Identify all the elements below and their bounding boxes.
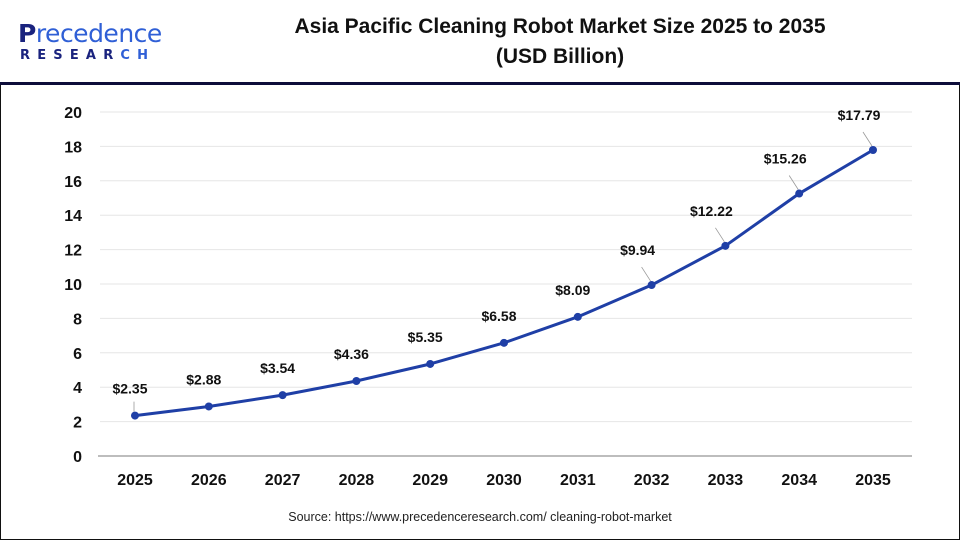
- data-point: [721, 241, 730, 250]
- data-point: [573, 312, 582, 321]
- logo-wordmark: Precedence: [18, 20, 162, 48]
- header-divider: [0, 82, 960, 85]
- x-tick-label: 2032: [634, 472, 670, 489]
- data-label: $5.35: [408, 329, 443, 345]
- y-tick-label: 20: [64, 105, 82, 122]
- data-markers: [131, 146, 877, 420]
- data-label: $6.58: [481, 308, 516, 324]
- y-tick-label: 2: [73, 415, 82, 432]
- data-point: [131, 411, 139, 420]
- x-tick-label: 2034: [781, 472, 817, 489]
- chart-title-line1: Asia Pacific Cleaning Robot Market Size …: [294, 15, 826, 38]
- logo-subtitle: RESEARCH: [20, 48, 155, 64]
- data-point: [500, 338, 508, 347]
- source-note: Source: https://www.precedenceresearch.c…: [288, 510, 672, 524]
- y-tick-label: 8: [73, 311, 82, 328]
- y-tick-label: 16: [64, 174, 82, 191]
- x-tick-label: 2025: [117, 472, 153, 489]
- x-tick-label: 2029: [412, 472, 448, 489]
- y-tick-label: 0: [73, 449, 82, 466]
- x-tick-label: 2028: [339, 472, 375, 489]
- y-tick-label: 10: [64, 277, 82, 294]
- data-label: $9.94: [620, 242, 655, 258]
- y-tick-label: 14: [64, 208, 82, 225]
- data-point: [426, 359, 435, 368]
- data-point: [869, 146, 877, 155]
- chart-title-line2: (USD Billion): [495, 45, 625, 68]
- data-label: $15.26: [764, 151, 807, 167]
- data-label: $17.79: [838, 107, 881, 123]
- x-axis-ticks: 2025 2026 2027 2028 2029 2030 2031 2032 2033 2034…: [117, 472, 891, 489]
- x-tick-label: 2035: [855, 472, 891, 489]
- series-line: [134, 148, 874, 418]
- gridlines: [100, 111, 912, 423]
- x-tick-label: 2030: [486, 472, 522, 489]
- logo-wordmark-rest: recedence: [35, 19, 162, 48]
- data-point: [647, 281, 656, 290]
- leader-line: [788, 175, 799, 190]
- x-tick-label: 2031: [560, 472, 596, 489]
- data-point: [352, 377, 361, 386]
- data-point: [204, 402, 213, 411]
- data-point: [795, 189, 804, 198]
- data-labels: $2.35 $2.88 $3.54 $4.36 $5.35 $6.58 $8.09 $9.94…: [112, 107, 880, 397]
- precedence-research-logo: Precedence RESEARCH: [18, 20, 168, 65]
- data-label: $12.22: [690, 203, 733, 219]
- y-axis-ticks: 0 2 4 6 8 10 12 14 16 18 20: [64, 105, 82, 466]
- x-tick-label: 2027: [265, 472, 301, 489]
- logo-subtitle-dark: RESEAR: [20, 48, 121, 63]
- chart-title: Asia Pacific Cleaning Robot Market Size …: [230, 12, 890, 72]
- x-tick-label: 2033: [708, 472, 744, 489]
- logo-subtitle-blue: CH: [120, 48, 156, 63]
- data-label: $4.36: [334, 346, 369, 362]
- y-tick-label: 18: [64, 139, 82, 156]
- leader-line: [641, 266, 651, 282]
- header: Precedence RESEARCH Asia Pacific Cleanin…: [0, 0, 960, 82]
- data-label: $8.09: [555, 282, 590, 298]
- x-tick-label: 2026: [191, 472, 227, 489]
- y-tick-label: 4: [73, 380, 82, 397]
- y-tick-label: 6: [73, 346, 82, 363]
- data-label: $2.35: [112, 381, 147, 397]
- y-tick-label: 12: [64, 243, 82, 260]
- logo-p-glyph: P: [18, 19, 36, 48]
- data-label: $2.88: [186, 371, 221, 387]
- data-label: $3.54: [260, 360, 295, 376]
- leader-line: [715, 227, 725, 243]
- label-leader-lines: [133, 131, 873, 412]
- data-point: [278, 391, 287, 400]
- leader-line: [862, 131, 873, 147]
